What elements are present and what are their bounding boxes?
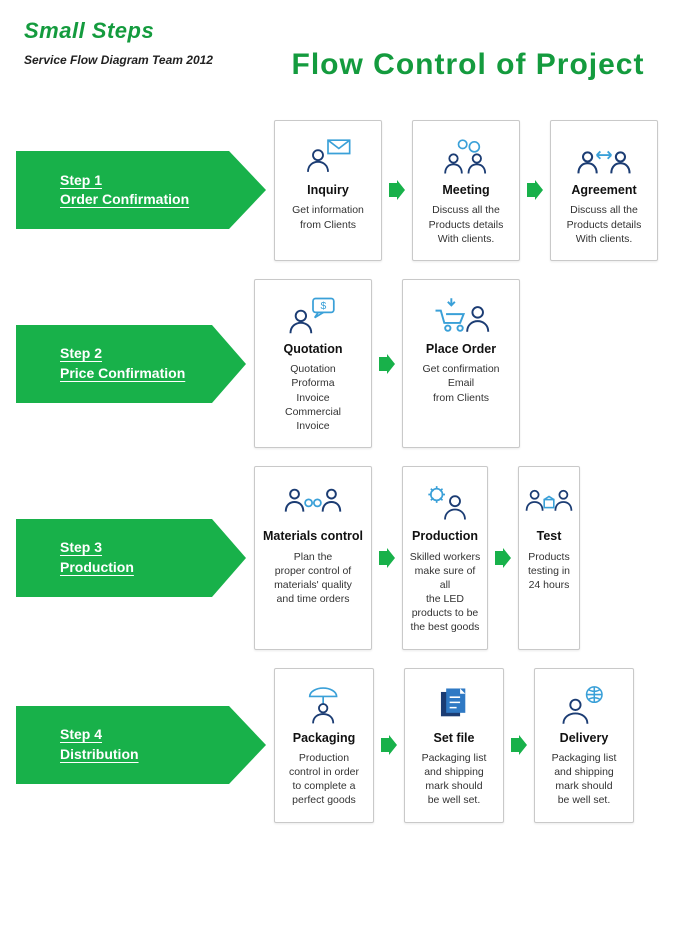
card-desc: Get confirmation Email from Clients (422, 362, 499, 405)
step-arrow-1: Step 1Order Confirmation (16, 151, 266, 229)
step-name: Price Confirmation (60, 364, 246, 384)
step-row-2: Step 2Price Confirmation $ Quotation Quot… (16, 279, 684, 448)
card-materials-control: Materials control Plan the proper control… (254, 466, 372, 649)
card-desc: Get information from Clients (292, 203, 364, 231)
two-people-talk-icon (441, 131, 491, 177)
card-desc: Skilled workers make sure of all the LED… (409, 550, 481, 635)
card-title: Inquiry (307, 183, 349, 197)
step-number: Step 1 (60, 171, 266, 191)
card-desc: Packaging list and shipping mark should … (552, 751, 617, 808)
cart-person-icon (432, 290, 490, 336)
person-quote-icon: $ (287, 290, 339, 336)
card-title: Production (412, 529, 478, 543)
person-mail-icon (303, 131, 353, 177)
step-name: Production (60, 558, 246, 578)
step-arrow-4: Step 4Distribution (16, 706, 266, 784)
card-title: Set file (434, 731, 475, 745)
card-test: Test Products testing in 24 hours (518, 466, 580, 649)
card-desc: Production control in order to complete … (289, 751, 359, 808)
step-row-4: Step 4Distribution Packaging Production c… (16, 668, 684, 823)
card-title: Materials control (263, 529, 363, 543)
cards-group: $ Quotation Quotation Proforma Invoice Co… (254, 279, 684, 448)
step-name: Order Confirmation (60, 190, 266, 210)
step-number: Step 2 (60, 344, 246, 364)
step-arrow-2: Step 2Price Confirmation (16, 325, 246, 403)
flow-arrow-icon (494, 466, 512, 649)
card-title: Place Order (426, 342, 496, 356)
people-chain-icon (284, 477, 342, 523)
flow-arrow-icon (510, 668, 528, 823)
two-people-arrow-icon (576, 131, 632, 177)
cards-group: Inquiry Get information from Clients Meet… (274, 120, 684, 261)
step-number: Step 4 (60, 725, 266, 745)
diagram-rows: Step 1Order Confirmation Inquiry Get info… (0, 120, 700, 924)
card-place-order: Place Order Get confirmation Email from C… (402, 279, 520, 448)
flow-arrow-icon (378, 466, 396, 649)
people-box-icon (525, 477, 573, 523)
card-production: Production Skilled workers make sure of a… (402, 466, 488, 649)
card-inquiry: Inquiry Get information from Clients (274, 120, 382, 261)
card-desc: Products testing in 24 hours (528, 550, 570, 593)
step-arrow-3: Step 3Production (16, 519, 246, 597)
umbrella-person-icon (303, 679, 345, 725)
step-row-3: Step 3Production Materials controlPlan t… (16, 466, 684, 649)
card-meeting: Meeting Discuss all the Products details … (412, 120, 520, 261)
globe-person-icon (560, 679, 608, 725)
cards-group: Packaging Production control in order to … (274, 668, 684, 823)
card-title: Agreement (571, 183, 636, 197)
svg-text:$: $ (321, 301, 327, 312)
docs-icon (434, 679, 474, 725)
page-title: Flow Control of Project (246, 48, 690, 82)
step-number: Step 3 (60, 538, 246, 558)
card-set-file: Set file Packaging list and shipping mark… (404, 668, 504, 823)
card-delivery: Delivery Packaging list and shipping mark… (534, 668, 634, 823)
card-quotation: $ Quotation Quotation Proforma Invoice Co… (254, 279, 372, 448)
card-title: Packaging (293, 731, 356, 745)
card-title: Quotation (283, 342, 342, 356)
flow-arrow-icon (378, 279, 396, 448)
card-desc: Discuss all the Products details With cl… (567, 203, 642, 246)
card-desc: Plan the proper control of materials' qu… (274, 550, 352, 607)
flow-arrow-icon (380, 668, 398, 823)
flow-arrow-icon (388, 120, 406, 261)
flow-arrow-icon (526, 120, 544, 261)
card-agreement: Agreement Discuss all the Products detail… (550, 120, 658, 261)
card-desc: Quotation Proforma Invoice Commercial In… (285, 362, 341, 433)
brand-title: Small Steps (24, 18, 676, 44)
step-row-1: Step 1Order Confirmation Inquiry Get info… (16, 120, 684, 261)
card-title: Meeting (442, 183, 489, 197)
card-desc: Packaging list and shipping mark should … (422, 751, 487, 808)
card-desc: Discuss all the Products details With cl… (429, 203, 504, 246)
card-packaging: Packaging Production control in order to … (274, 668, 374, 823)
gear-person-icon (420, 477, 470, 523)
card-title: Test (537, 529, 562, 543)
step-name: Distribution (60, 745, 266, 765)
card-title: Delivery (560, 731, 609, 745)
cards-group: Materials control Plan the proper control… (254, 466, 684, 649)
